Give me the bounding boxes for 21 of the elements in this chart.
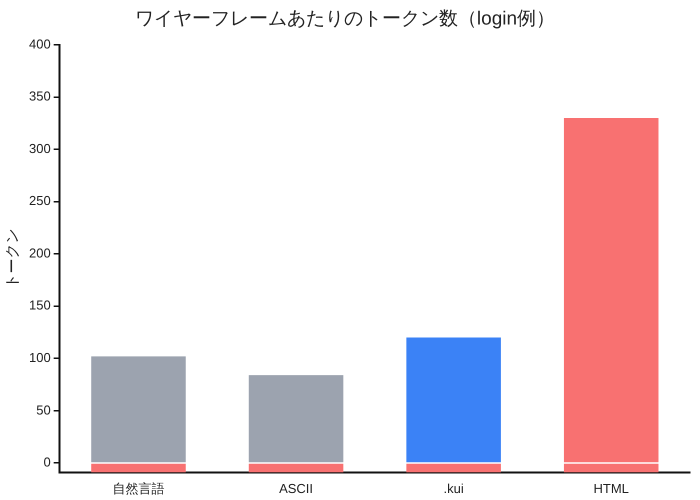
y-tick-label: 150: [28, 298, 51, 313]
y-tick-label: 300: [28, 140, 51, 156]
x-tick-label: ASCII: [279, 480, 314, 496]
y-tick-label: 0: [43, 454, 51, 470]
bar: [91, 356, 186, 462]
bar: [248, 375, 344, 462]
y-tick-label: 200: [28, 245, 51, 260]
bar: [248, 464, 344, 472]
y-axis-title: トークン: [4, 228, 22, 289]
y-tick-label: 100: [28, 350, 51, 366]
y-tick-label: 250: [28, 193, 51, 208]
chart-title: ワイヤーフレームあたりのトークン数（login例）: [134, 8, 556, 30]
x-tick-label: HTML: [594, 480, 629, 496]
x-tick-label: .kui: [444, 480, 464, 496]
y-tick-label: 350: [28, 88, 51, 104]
y-tick-label: 50: [36, 402, 51, 418]
bar: [406, 338, 501, 462]
x-tick-label: 自然言語: [112, 480, 164, 496]
bar: [406, 464, 501, 472]
bar: [91, 464, 186, 472]
y-tick-label: 400: [28, 36, 51, 52]
